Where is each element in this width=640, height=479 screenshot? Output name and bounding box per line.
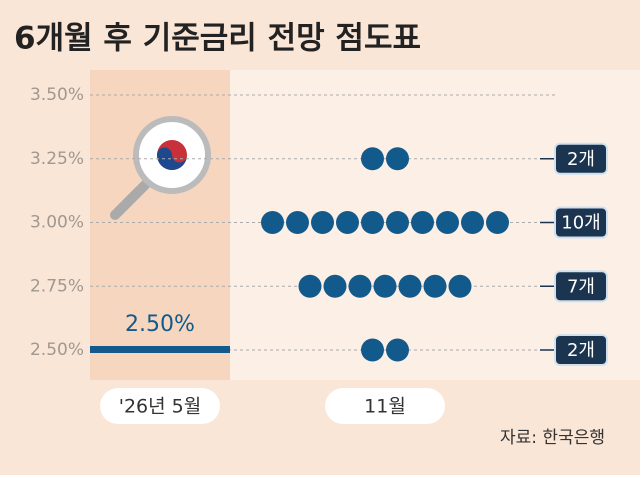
current-rate-bar — [90, 346, 230, 353]
category-pill — [100, 388, 220, 424]
x-tick-label: '26년 5월 — [119, 396, 202, 418]
dot — [361, 147, 384, 171]
dot — [386, 211, 409, 234]
y-tick-label: 3.25% — [30, 149, 84, 169]
current-rate-label: 2.50% — [125, 312, 195, 337]
y-tick-label: 2.50% — [30, 340, 84, 360]
dot — [398, 274, 422, 298]
count-label: 10개 — [561, 213, 600, 234]
dot — [486, 211, 509, 234]
dot — [423, 274, 447, 298]
dot — [336, 211, 359, 234]
dot — [411, 211, 434, 234]
dot — [386, 147, 409, 171]
count-label: 7개 — [567, 276, 595, 297]
y-tick-label: 2.75% — [30, 276, 84, 296]
dot — [361, 211, 384, 234]
y-tick-label: 3.00% — [30, 213, 84, 233]
chart-title: 6개월 후 기준금리 전망 점도표 — [14, 21, 421, 57]
dot — [373, 274, 397, 298]
dot — [461, 211, 484, 234]
dot — [448, 274, 472, 298]
dot — [348, 274, 372, 298]
dot — [286, 211, 309, 234]
dot — [261, 211, 284, 234]
magnifier-icon — [110, 116, 211, 220]
dot — [361, 338, 384, 362]
dot — [323, 274, 347, 298]
x-tick-label: 11월 — [364, 396, 406, 418]
dot — [311, 211, 334, 234]
count-label: 2개 — [567, 149, 595, 170]
dot — [298, 274, 322, 298]
y-tick-label: 3.50% — [30, 85, 84, 105]
badge — [554, 206, 608, 239]
source: 자료: 한국은행 — [500, 428, 605, 448]
badge — [554, 270, 608, 303]
count-label: 2개 — [567, 340, 595, 361]
badge — [554, 334, 608, 366]
badge — [554, 142, 608, 175]
dot — [436, 211, 459, 234]
dot — [386, 338, 409, 362]
category-pill — [325, 388, 445, 424]
